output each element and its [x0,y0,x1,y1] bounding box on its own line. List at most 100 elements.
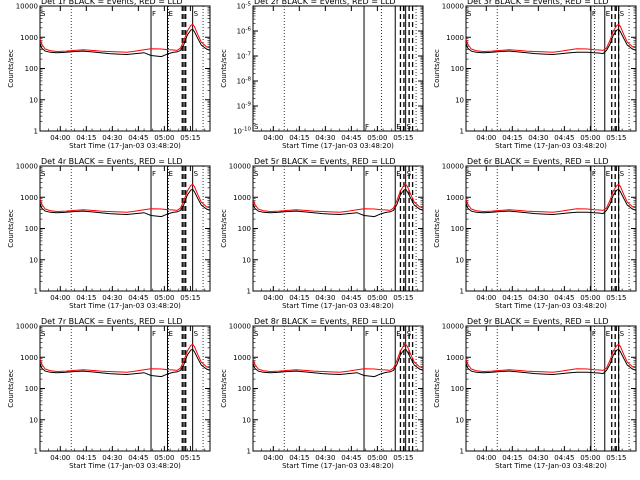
flag-letter: F [365,330,369,338]
y-tick-label: 1000 [233,354,251,362]
panel-title: Det 5r BLACK = Events, RED = LLD [254,157,396,166]
y-tick-label: 1000 [446,354,464,362]
x-tick-label: 05:15 [393,294,413,302]
events-series-line [39,348,211,378]
panel-title: Det 6r BLACK = Events, RED = LLD [467,157,609,166]
x-tick-label: 05:00 [580,294,600,302]
x-tick-label: 04:30 [315,454,335,462]
flag-letter: F [592,330,596,338]
flag-letter: F [365,123,369,131]
y-tick-label: 100 [451,385,464,393]
x-tick-label: 05:15 [606,294,626,302]
y-axis-label: Counts/sec [433,49,441,88]
x-axis-label: Start Time (17-Jan-03 03:48:20) [69,462,181,470]
x-tick-label: 04:30 [528,134,548,142]
flag-letter: S [41,10,46,18]
y-tick-label: 10-10 [233,127,251,136]
flag-letter: F [152,330,156,338]
x-tick-label: 05:00 [367,134,387,142]
panel-title: Det 2r BLACK = Events, RED = LLD [254,0,396,6]
x-tick-label: 04:00 [263,294,283,302]
x-tick-label: 04:00 [476,454,496,462]
flag-letter: E [396,123,400,131]
x-tick-label: 04:00 [476,134,496,142]
x-tick-label: 05:15 [180,294,200,302]
y-axis-label: Counts/sec [433,209,441,248]
plot-frame [252,325,424,452]
y-tick-label: 100 [25,385,38,393]
panel-title: Det 4r BLACK = Events, RED = LLD [41,157,183,166]
y-tick-label: 100 [238,385,251,393]
y-tick-label: 10000 [229,163,251,171]
lld-series-line [465,343,637,373]
x-tick-label: 04:00 [263,134,283,142]
y-tick-label: 100 [451,65,464,73]
y-axis-label: Counts/sec [7,49,15,88]
x-tick-label: 04:00 [50,294,70,302]
y-tick-label: 10-9 [237,102,252,111]
x-tick-label: 04:15 [289,454,309,462]
x-axis-label: Start Time (17-Jan-03 03:48:20) [282,142,394,150]
events-series-line [465,348,637,376]
y-tick-label: 10 [455,96,464,104]
y-tick-label: 1000 [446,34,464,42]
y-tick-label: 10 [29,416,38,424]
y-tick-label: 1 [34,448,38,456]
y-axis-label: Counts/sec [433,369,441,408]
lld-series-line [465,23,637,53]
flag-letter: F [152,10,156,18]
y-tick-label: 10-5 [237,2,252,11]
plot-frame [465,5,637,132]
flag-letter: E [169,330,173,338]
x-tick-label: 05:00 [367,294,387,302]
y-tick-label: 10-7 [237,52,252,61]
x-tick-label: 05:15 [393,454,413,462]
x-tick-label: 04:45 [128,454,148,462]
flag-letter: S [194,10,199,18]
flag-letter: E [396,330,400,338]
x-tick-label: 04:45 [341,454,361,462]
x-tick-label: 04:30 [528,294,548,302]
panel-1: Det 1r BLACK = Events, RED = LLD 1 10 100 10… [7,0,211,150]
events-series-line [39,28,211,58]
y-tick-label: 100 [25,225,38,233]
plot-frame [465,325,637,452]
y-tick-label: 100 [238,225,251,233]
x-tick-label: 04:15 [289,294,309,302]
flag-letter: S [620,10,625,18]
y-tick-label: 10000 [16,163,38,171]
x-axis-label: Start Time (17-Jan-03 03:48:20) [282,462,394,470]
flag-letter: S [467,170,472,178]
panel-9: Det 9r BLACK = Events, RED = LLD 1 10 100 10… [433,317,637,470]
flag-letter: E [606,170,610,178]
y-tick-label: 10000 [16,3,38,11]
x-axis-label: Start Time (17-Jan-03 03:48:20) [495,302,607,310]
panel-8: Det 8r BLACK = Events, RED = LLD 1 10 100 10… [220,317,424,470]
flag-letter: S [407,170,412,178]
x-tick-label: 04:15 [502,294,522,302]
x-tick-label: 05:15 [606,454,626,462]
x-tick-label: 04:45 [554,134,574,142]
lld-series-line [252,343,424,373]
panel-2: Det 2r BLACK = Events, RED = LLD 10-10 10-… [220,0,424,150]
x-axis-label: Start Time (17-Jan-03 03:48:20) [495,462,607,470]
events-series-line [39,188,211,218]
plot-frame [465,165,637,292]
x-tick-label: 04:45 [341,134,361,142]
y-tick-label: 1000 [446,194,464,202]
panel-title: Det 8r BLACK = Events, RED = LLD [254,317,396,326]
lld-series-line [39,343,211,373]
x-tick-label: 04:30 [102,134,122,142]
panel-4: Det 4r BLACK = Events, RED = LLD 1 10 100 10… [7,157,211,310]
lld-series-line [39,183,211,213]
x-tick-label: 04:45 [554,454,574,462]
flag-letter: E [606,10,610,18]
events-series-line [465,188,637,216]
y-tick-label: 1000 [20,354,38,362]
x-tick-label: 04:15 [289,134,309,142]
flag-letter: F [592,10,596,18]
x-tick-label: 04:00 [263,454,283,462]
y-tick-label: 10000 [229,323,251,331]
x-tick-label: 04:30 [102,294,122,302]
y-tick-label: 100 [25,65,38,73]
